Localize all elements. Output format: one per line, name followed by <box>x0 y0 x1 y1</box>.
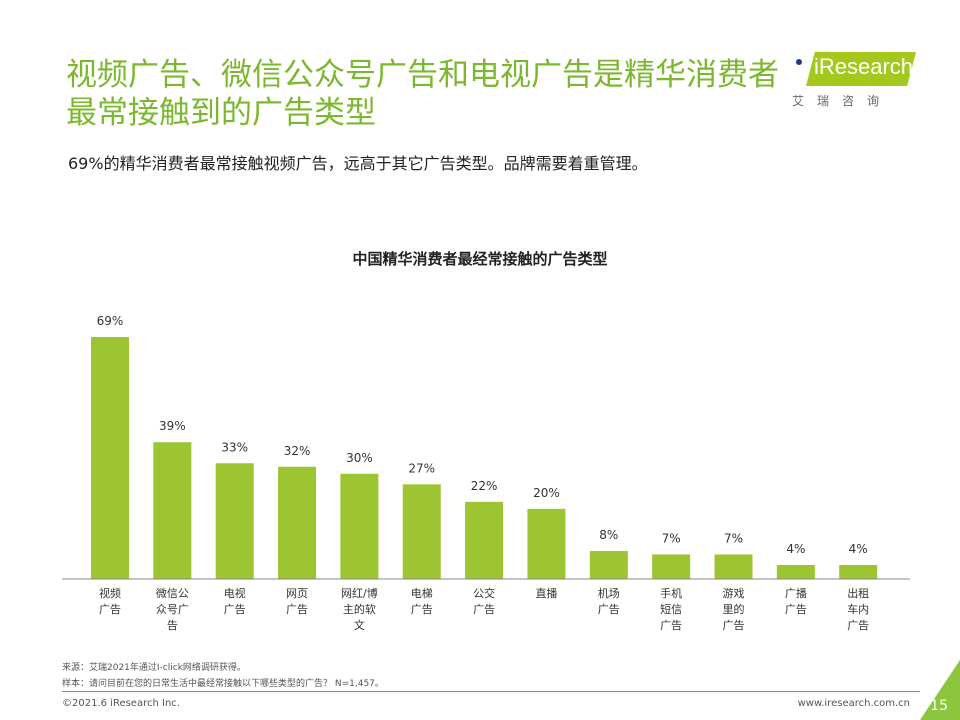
data-label: 7% <box>662 531 681 545</box>
bar <box>278 466 317 579</box>
data-label: 69% <box>97 314 124 328</box>
category-label: 视频广告 <box>99 586 121 616</box>
bar <box>589 550 628 579</box>
data-label: 33% <box>221 440 248 454</box>
bar <box>91 337 129 579</box>
source-note: 来源：艾瑞2021年通过I-click网络调研获得。 <box>62 663 246 673</box>
page-number: 15 <box>930 698 948 714</box>
data-label: 4% <box>786 542 805 556</box>
data-label: 4% <box>849 542 868 556</box>
category-label: 出租车内广告 <box>847 586 869 632</box>
data-label: 32% <box>284 444 311 458</box>
data-label: 30% <box>346 451 373 465</box>
chart-title: 中国精华消费者最经常接触的广告类型 <box>352 250 608 268</box>
logo-cn: 艾瑞咨询 <box>792 94 893 108</box>
category-label: 电梯广告 <box>411 587 433 616</box>
category-label: 电视广告 <box>224 586 246 616</box>
category-label: 游戏里的广告 <box>723 587 745 632</box>
category-label: 广播广告 <box>785 586 807 616</box>
category-label: 直播 <box>535 586 557 600</box>
data-label: 20% <box>533 486 560 500</box>
data-label: 7% <box>724 531 743 545</box>
footer-divider <box>62 691 920 692</box>
bar <box>215 463 254 579</box>
copyright: ©2021.6 iResearch Inc. <box>62 698 180 709</box>
bar <box>153 442 192 579</box>
bar <box>776 564 815 579</box>
category-label: 网红/博主的软文 <box>341 587 378 632</box>
bar <box>340 473 379 579</box>
sample-note: 样本：请问目前在您的日常生活中最经常接触以下哪些类型的广告？ N=1,457。 <box>62 679 384 689</box>
category-label: 微信公众号广告 <box>156 586 189 632</box>
bar <box>652 554 691 579</box>
logo-text: iResearch <box>814 54 914 79</box>
bar <box>714 554 753 579</box>
bar <box>839 564 878 579</box>
data-label: 39% <box>159 419 186 433</box>
page-title: 视频广告、微信公众号广告和电视广告是精华消费者最常接触到的广告类型 <box>66 57 779 131</box>
data-label: 8% <box>599 528 618 542</box>
bar <box>402 484 441 579</box>
category-label: 公交广告 <box>473 586 495 616</box>
category-label: 机场广告 <box>598 586 620 616</box>
category-label: 网页广告 <box>286 587 308 616</box>
data-label: 27% <box>408 461 435 475</box>
data-label: 22% <box>471 479 498 493</box>
page-subtitle: 69%的精华消费者最常接触视频广告，远高于其它广告类型。品牌需要着重管理。 <box>68 154 648 173</box>
iresearch-logo: iResearch 艾瑞咨询 <box>792 52 922 112</box>
category-label: 手机短信广告 <box>660 586 682 632</box>
website-url: www.iresearch.com.cn <box>797 698 910 709</box>
bar <box>527 508 566 579</box>
bar <box>465 501 504 579</box>
